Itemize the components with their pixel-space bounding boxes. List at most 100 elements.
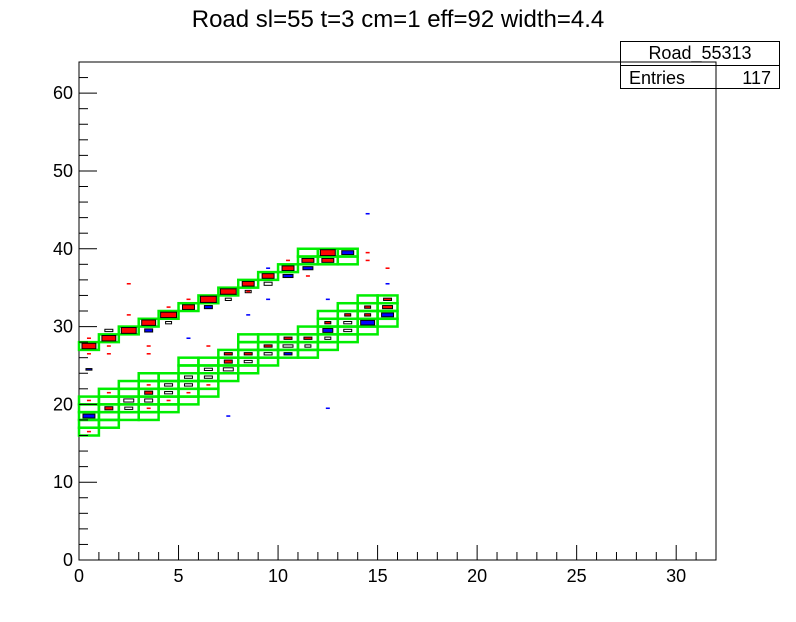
hit-cell <box>106 391 111 394</box>
hit-cell <box>382 305 394 310</box>
hit-cell <box>144 390 154 395</box>
road-box <box>157 372 180 383</box>
road-box <box>117 325 140 336</box>
hit-cell <box>160 311 178 319</box>
road-box <box>276 263 300 274</box>
hit-cell <box>166 306 171 308</box>
hit-cell <box>182 304 195 310</box>
hit-cell <box>383 297 393 301</box>
x-tick-label: 30 <box>666 566 686 586</box>
road-box <box>177 301 200 313</box>
hit-cell <box>281 265 295 272</box>
road-box <box>376 294 399 305</box>
hit-cell <box>146 407 151 410</box>
hit-cell <box>219 288 237 295</box>
hit-cell <box>364 313 372 317</box>
hit-cell <box>144 398 154 403</box>
stats-entries-value: 117 <box>742 68 771 88</box>
hit-cell <box>165 321 173 325</box>
hit-cell <box>304 344 312 348</box>
road-box <box>256 333 280 344</box>
hit-cell <box>81 342 97 350</box>
hit-cell <box>86 337 91 340</box>
road-box <box>137 372 160 383</box>
road-box <box>197 294 220 305</box>
hit-cell <box>286 259 291 262</box>
hit-cell <box>319 249 336 257</box>
hit-cell <box>203 305 213 310</box>
road-box <box>296 247 320 258</box>
hit-cell <box>322 328 334 333</box>
road-box <box>296 325 320 336</box>
hit-cell <box>364 305 372 309</box>
road-box <box>137 317 160 328</box>
hit-cell <box>106 345 111 347</box>
hit-cell <box>86 430 91 433</box>
road-box <box>336 301 359 313</box>
hit-cell <box>186 337 191 340</box>
stats-entries-row: Entries 117 <box>621 66 779 90</box>
hit-cell <box>303 336 313 340</box>
hit-cell <box>224 297 232 301</box>
hit-cell <box>222 367 234 372</box>
stats-entries-label: Entries <box>629 68 686 88</box>
hit-cell <box>203 375 213 379</box>
hit-cell <box>164 383 174 387</box>
stats-box: Road_55313 Entries 117 <box>620 41 780 89</box>
road-box <box>237 278 260 289</box>
hit-cell <box>365 251 370 254</box>
hit-cell <box>344 313 352 317</box>
hit-cell <box>263 281 273 286</box>
hit-cell <box>184 375 193 379</box>
hit-cell <box>166 399 171 402</box>
hit-cell <box>186 298 191 301</box>
hit-cell <box>86 353 91 355</box>
hit-cell <box>246 290 251 293</box>
road-box <box>117 379 140 391</box>
road-box <box>356 294 379 305</box>
hit-cell <box>146 353 151 355</box>
hit-cell <box>302 266 314 271</box>
hit-cell <box>199 295 217 303</box>
y-tick-label: 30 <box>53 317 73 337</box>
hit-cell <box>106 353 111 355</box>
x-tick-label: 0 <box>74 566 84 586</box>
road-box <box>336 247 359 258</box>
hit-cell <box>186 391 191 394</box>
hit-cell <box>120 327 137 334</box>
hit-cell <box>226 415 231 417</box>
hit-cell <box>365 212 370 215</box>
hit-cell <box>101 335 117 342</box>
hit-cell <box>223 359 233 364</box>
hit-cell <box>325 407 330 410</box>
hit-cell <box>325 298 330 301</box>
hit-cell <box>283 336 293 340</box>
hit-cell <box>365 259 370 262</box>
hit-cell <box>126 282 131 285</box>
stats-histogram-name: Road_55313 <box>621 42 779 66</box>
hit-cell <box>85 368 93 371</box>
hit-cell <box>283 352 293 356</box>
hit-cell <box>385 267 390 269</box>
hit-cell <box>126 314 131 316</box>
y-tick-label: 40 <box>53 239 73 259</box>
x-tick-label: 20 <box>467 566 487 586</box>
hit-cell <box>146 384 151 386</box>
road-box <box>316 309 340 321</box>
hit-cell <box>321 257 335 263</box>
hit-cell <box>263 344 273 348</box>
hit-cell <box>385 282 390 285</box>
hit-cell <box>184 383 193 387</box>
x-tick-label: 10 <box>268 566 288 586</box>
hit-cell <box>261 273 275 279</box>
hit-cell <box>243 359 253 364</box>
hit-cell <box>104 406 114 411</box>
hit-cell <box>324 321 332 325</box>
hit-cell <box>86 399 91 402</box>
hit-cell <box>282 344 294 348</box>
hit-cell <box>206 384 211 386</box>
road-box <box>77 340 101 352</box>
hit-cell <box>123 398 135 403</box>
hit-cell <box>203 367 213 372</box>
